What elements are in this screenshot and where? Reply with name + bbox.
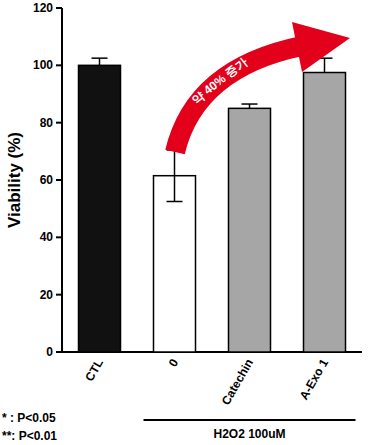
error-bar [167, 150, 183, 202]
error-line [174, 150, 176, 176]
error-line [174, 176, 176, 202]
bar [304, 73, 346, 353]
y-tick-label: 80 [40, 116, 54, 130]
y-tick [56, 7, 62, 9]
group-label: H2O2 100uM [213, 427, 285, 441]
annotation: 약 40% 증가 [189, 55, 250, 107]
error-line [99, 58, 101, 65]
x-tick-label: Catechin [219, 357, 256, 408]
footnote: **: P<0.01 [2, 429, 57, 443]
bar [79, 65, 121, 352]
y-tick [56, 294, 62, 296]
error-bar [242, 104, 258, 108]
y-tick-label: 40 [40, 230, 54, 244]
y-tick-label: 20 [40, 288, 54, 302]
error-bar [92, 58, 108, 65]
error-line [324, 58, 326, 72]
y-tick-label: 100 [33, 58, 53, 72]
footnote: * : P<0.05 [2, 411, 56, 425]
group-line [144, 419, 356, 421]
y-tick-label: 60 [40, 173, 54, 187]
y-tick [56, 122, 62, 124]
y-tick [56, 351, 62, 353]
error-cap [92, 57, 108, 59]
arrow-head [292, 22, 350, 72]
bar [154, 176, 196, 352]
y-tick [56, 179, 62, 181]
chart: 0 20 40 60 80 100 120 Viability (%) CTL 0 Catechin… [0, 0, 376, 445]
y-tick-label: 0 [46, 345, 53, 359]
y-axis-label: Viability (%) [5, 132, 24, 228]
arrow-body [175, 46, 302, 152]
bar [229, 108, 271, 352]
error-bar [317, 58, 333, 72]
y-tick [56, 64, 62, 66]
error-cap [167, 201, 183, 203]
x-tick-label: A-Exo 1 [297, 356, 332, 402]
error-cap [242, 103, 258, 105]
x-tick-label: 0 [166, 356, 182, 369]
y-tick-label: 120 [33, 1, 53, 15]
bars [79, 58, 346, 352]
x-tick-label: CTL [82, 357, 106, 384]
y-tick [56, 236, 62, 238]
